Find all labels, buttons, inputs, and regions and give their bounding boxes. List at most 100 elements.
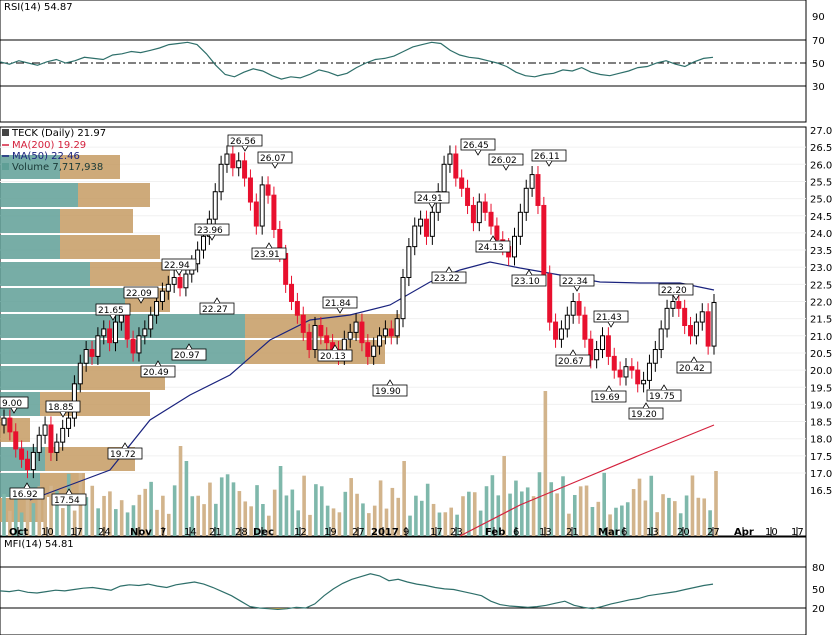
- price-callout: 21.65: [95, 303, 131, 321]
- x-tick-Apr: Apr: [734, 527, 754, 538]
- price-callout: 22.94: [161, 258, 197, 276]
- price-callout: 22.20: [658, 283, 694, 301]
- candle-body: [617, 369, 623, 378]
- volume-bar: [72, 510, 77, 536]
- x-tick-10: 10: [765, 527, 778, 538]
- price-callout: 21.43: [593, 310, 629, 328]
- volume-profile-bar-up: [0, 235, 60, 259]
- price-callout-pointer: [573, 285, 581, 292]
- price-callout: 19.20: [628, 402, 664, 420]
- volume-bar: [243, 501, 248, 536]
- volume-bar: [31, 503, 36, 536]
- candle-body: [529, 174, 535, 189]
- volume-profile-bar-down: [60, 155, 120, 179]
- volume-bar: [643, 500, 648, 536]
- volume-bar: [402, 461, 406, 536]
- candle-body: [230, 153, 236, 169]
- volume-bar: [708, 510, 712, 536]
- price-callout-pointer: [502, 164, 510, 171]
- rsi-panel: RSI(14) 54.87 90 70 50 30: [0, 0, 825, 123]
- volume-bar: [696, 497, 701, 536]
- price-legend: TECK (Daily) 21.97 MA(200) 19.29 MA(50) …: [2, 128, 106, 173]
- candle-body: [30, 451, 36, 471]
- candle-body: [511, 235, 517, 258]
- price-tick-17.5: 17.5: [810, 452, 832, 463]
- candle-body: [36, 434, 42, 453]
- price-callout: 16.92: [9, 482, 45, 500]
- x-tick-Nov: Nov: [130, 527, 152, 538]
- mfi-panel: MFI(14) 54.81 80 50 20: [0, 536, 825, 635]
- x-tick-Mar: Mar: [598, 527, 620, 538]
- candle-body: [66, 417, 72, 429]
- volume-bar: [25, 489, 30, 536]
- price-callout: 26.11: [531, 149, 567, 167]
- price-callout: 20.13: [317, 344, 353, 362]
- volume-bar: [396, 497, 401, 536]
- price-callout: 22.09: [123, 286, 159, 304]
- volume-bar: [325, 505, 330, 536]
- candle-body: [19, 448, 25, 460]
- volume-bar: [472, 492, 477, 536]
- x-tick-10: 10: [41, 527, 54, 538]
- price-callout-label: 20.67: [558, 357, 584, 367]
- volume-bar: [131, 505, 136, 536]
- candle-body: [253, 201, 259, 227]
- volume-bar: [567, 513, 571, 536]
- price-callout: 23.10: [511, 269, 547, 287]
- price-callout-pointer: [672, 294, 680, 301]
- price-callout-label: 22.09: [126, 289, 152, 299]
- x-tick-13: 13: [539, 527, 552, 538]
- volume-profile-bar-down: [60, 209, 133, 233]
- volume-bar: [155, 509, 159, 536]
- candle-body: [382, 328, 388, 337]
- volume-bar: [343, 491, 348, 536]
- candle-body: [570, 301, 576, 316]
- price-callout-pointer: [336, 307, 344, 314]
- volume-bar: [302, 475, 306, 536]
- price-tick-19.0: 19.0: [810, 400, 832, 411]
- candle-body: [347, 331, 353, 340]
- candle-body: [154, 301, 160, 316]
- candle-body: [377, 335, 383, 347]
- volume-bar: [649, 475, 654, 536]
- volume-profile-bar-up: [0, 209, 60, 233]
- volume-bar: [555, 493, 559, 536]
- volume-bar: [290, 489, 295, 536]
- volume-bar: [108, 491, 112, 536]
- price-callout-label: 20.97: [174, 351, 200, 361]
- price-callout-label: 26.11: [534, 152, 560, 162]
- price-callout-pointer: [213, 297, 221, 304]
- candle-body: [77, 362, 83, 385]
- volume-profile-bar-up: [0, 340, 245, 364]
- rsi-tick-50: 50: [812, 59, 825, 70]
- price-callout: 20.97: [171, 343, 207, 361]
- price-callout-label: 18.85: [48, 403, 74, 413]
- candle-body: [600, 335, 606, 351]
- volume-bar: [614, 507, 618, 536]
- candle-body: [242, 160, 248, 179]
- price-callout-pointer: [265, 242, 273, 249]
- price-callout-pointer: [569, 349, 577, 356]
- candle-body: [629, 366, 635, 371]
- volume-bar: [631, 489, 636, 536]
- volume-bar: [620, 505, 624, 536]
- volume-profile-bar-up: [0, 155, 60, 179]
- candle-body: [148, 314, 154, 330]
- volume-bar: [219, 477, 224, 536]
- price-callout-pointer: [474, 149, 482, 156]
- rsi-header: RSI(14) 54.87: [4, 2, 73, 13]
- candle-body: [406, 246, 412, 278]
- x-tick-14: 14: [184, 527, 197, 538]
- price-tick-24.0: 24.0: [810, 229, 832, 240]
- mfi-tick-80: 80: [812, 563, 825, 574]
- volume-bar: [384, 508, 389, 536]
- volume-bar: [431, 503, 436, 536]
- price-callout-pointer: [607, 321, 615, 328]
- candle-body: [289, 283, 295, 303]
- candle-body: [688, 325, 694, 337]
- candle-body: [218, 163, 224, 193]
- price-callout-label: 21.84: [325, 299, 351, 309]
- candle-body: [83, 349, 89, 364]
- rsi-levels: [0, 39, 806, 87]
- candle-body: [594, 349, 600, 361]
